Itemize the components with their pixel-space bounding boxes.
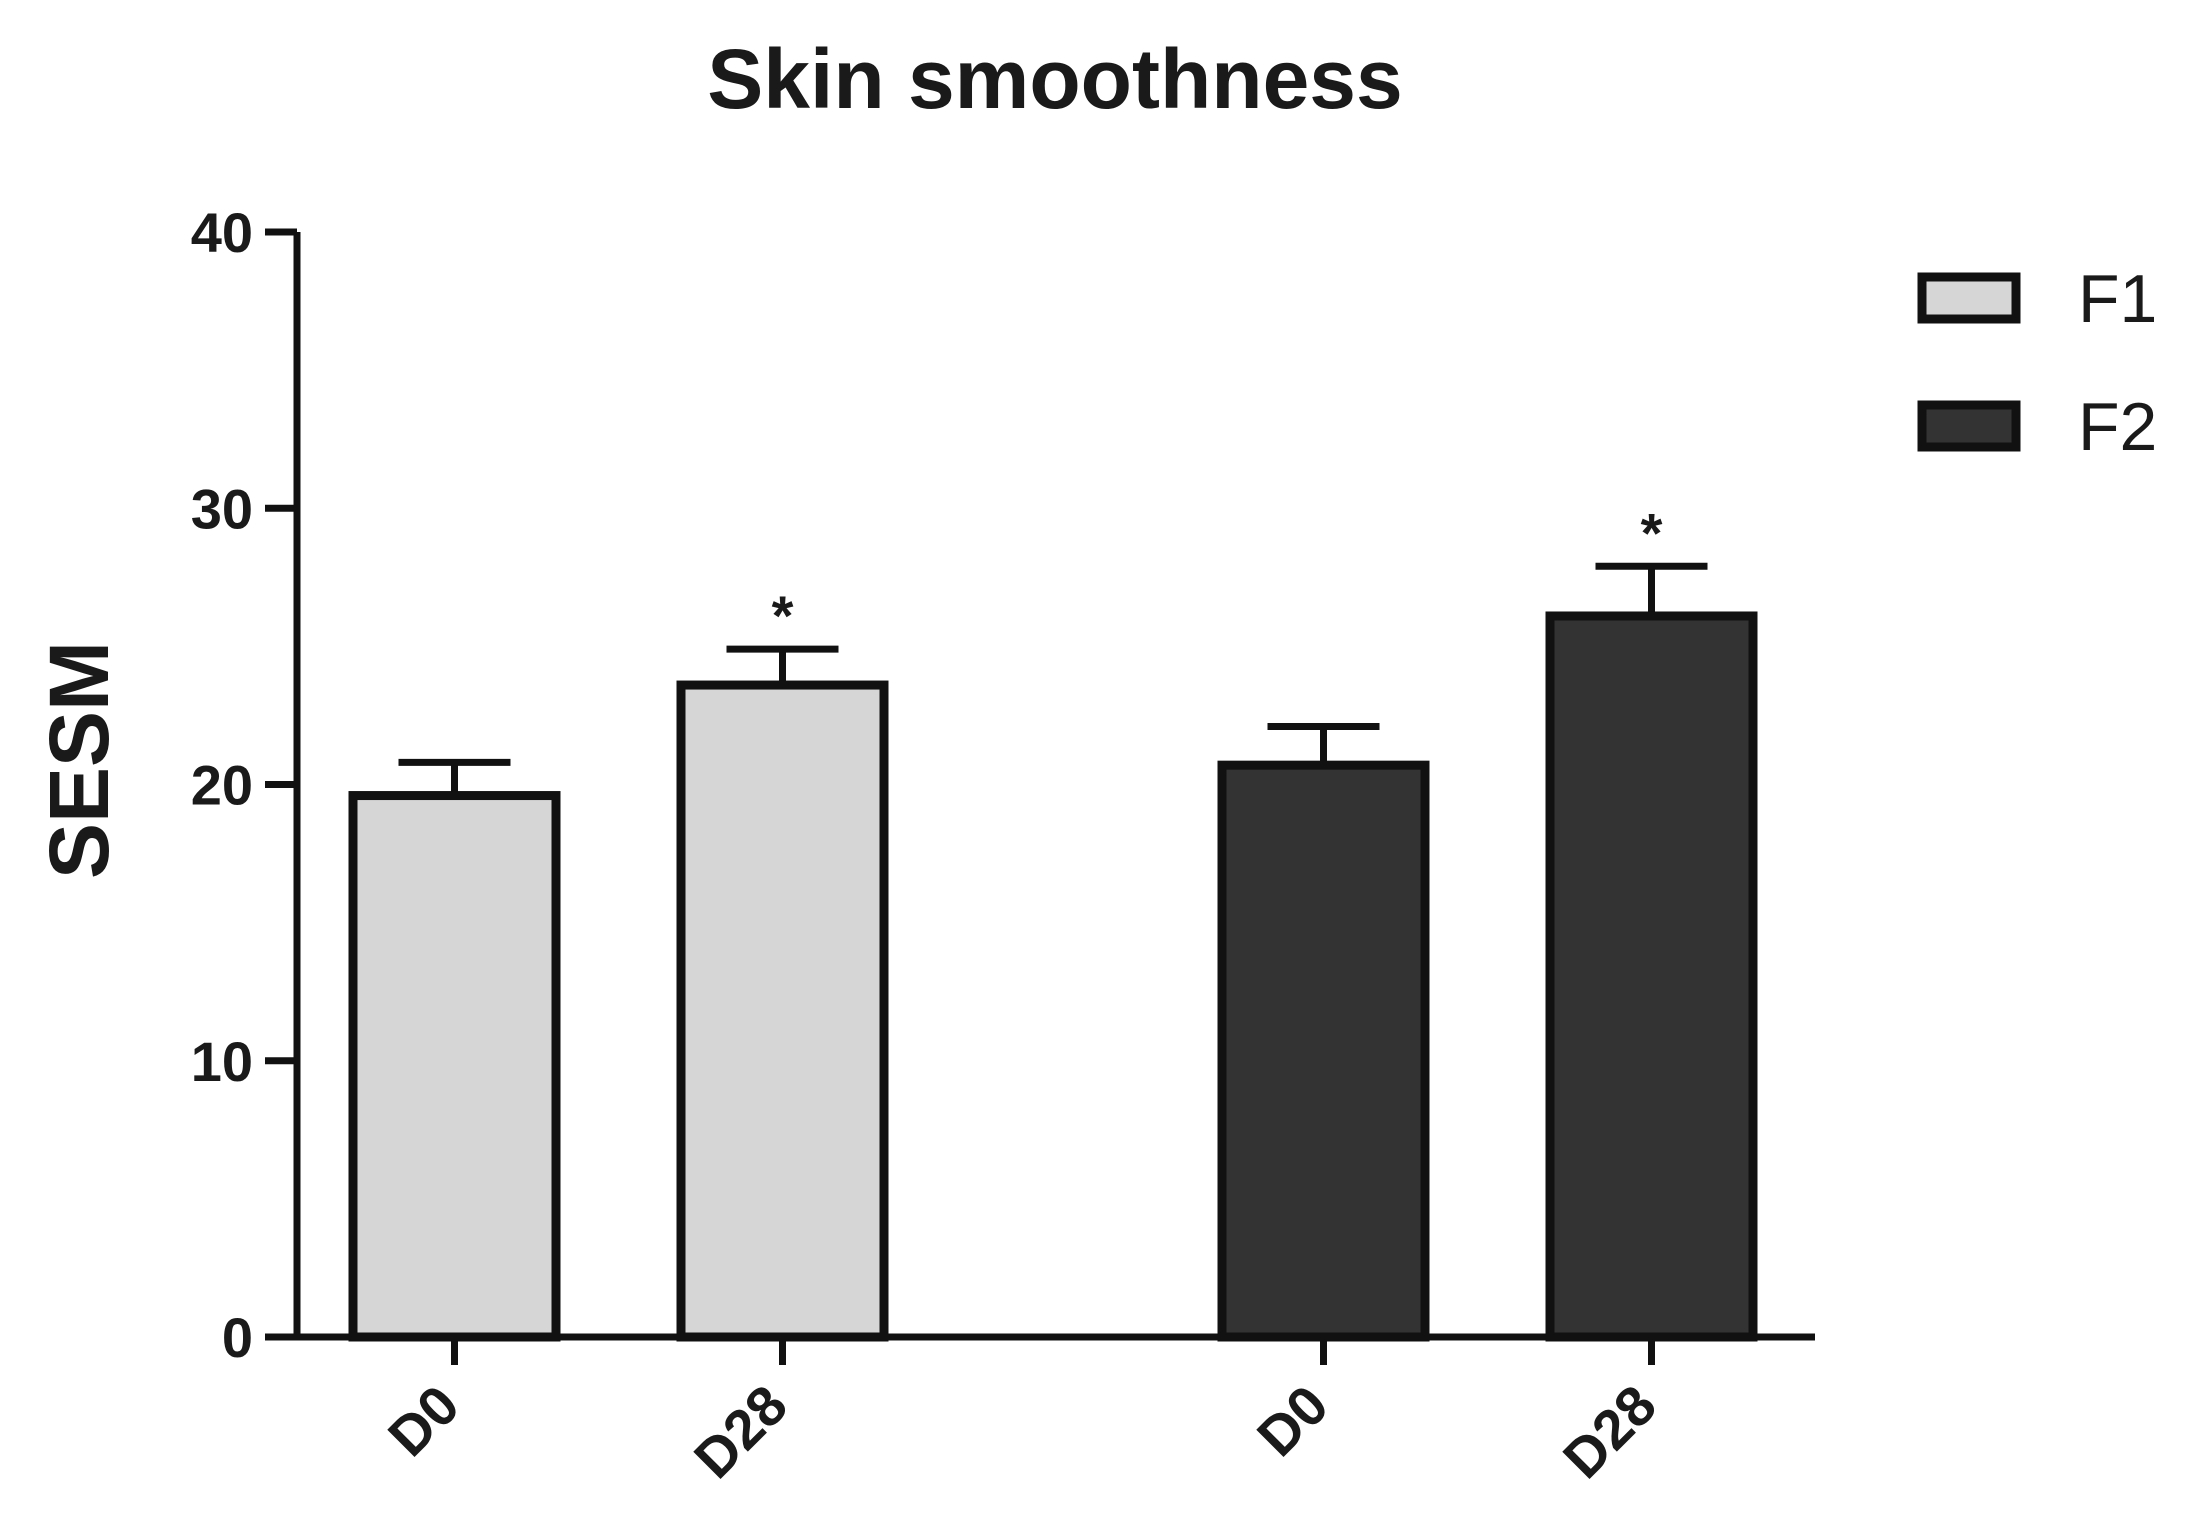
chart-title: Skin smoothness bbox=[707, 32, 1403, 126]
y-tick-label: 30 bbox=[191, 477, 253, 540]
y-tick-label: 0 bbox=[222, 1306, 253, 1369]
y-tick-label: 10 bbox=[191, 1030, 253, 1093]
legend: F1 F2 bbox=[1917, 261, 2157, 465]
legend-swatch-f2 bbox=[1917, 400, 2021, 452]
legend-swatch-f1 bbox=[1917, 272, 2021, 324]
y-tick-label: 40 bbox=[191, 201, 253, 264]
y-tick-label: 20 bbox=[191, 754, 253, 817]
bar-f1-d0 bbox=[348, 791, 561, 1342]
x-tick-label: D0 bbox=[1245, 1373, 1340, 1468]
bars: ** bbox=[348, 501, 1758, 1342]
legend-label-f1: F1 bbox=[2078, 261, 2157, 337]
x-tick-label: D0 bbox=[376, 1373, 471, 1468]
bar-f1-d28 bbox=[676, 680, 889, 1342]
legend-label-f2: F2 bbox=[2078, 389, 2157, 465]
bar-f2-d0 bbox=[1217, 760, 1430, 1342]
x-tick-label: D28 bbox=[682, 1373, 799, 1490]
significance-marker: * bbox=[1641, 501, 1663, 564]
significance-marker: * bbox=[772, 584, 794, 647]
x-tick-label: D28 bbox=[1551, 1373, 1668, 1490]
bar-f2-d28 bbox=[1545, 611, 1758, 1342]
y-axis-label: SESM bbox=[32, 641, 126, 879]
